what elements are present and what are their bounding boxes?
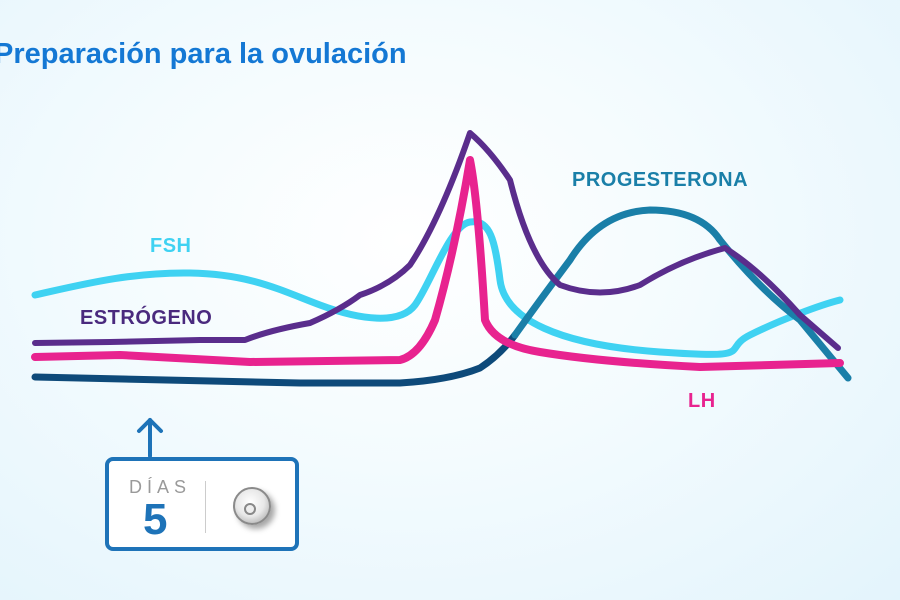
fsh-curve	[31, 218, 844, 358]
estrogen-curve	[32, 130, 841, 351]
arrow-up-icon	[137, 418, 163, 458]
estrogen-label: ESTRÓGENO	[80, 307, 213, 329]
dial-knob-icon[interactable]	[233, 487, 271, 525]
progesterone-label: PROGESTERONA	[572, 169, 749, 191]
days-label: DÍAS	[129, 477, 192, 497]
day-value: 5	[143, 495, 168, 544]
lh-curve	[31, 156, 844, 371]
day-control: DÍAS 5	[105, 457, 299, 551]
knob-indicator	[244, 503, 256, 515]
divider	[205, 481, 206, 533]
fsh-label: FSH	[150, 235, 192, 257]
page-title: Preparación para la ovulación	[0, 38, 407, 70]
lh-label: LH	[688, 390, 716, 412]
progesterone-baseline-curve	[31, 331, 519, 387]
